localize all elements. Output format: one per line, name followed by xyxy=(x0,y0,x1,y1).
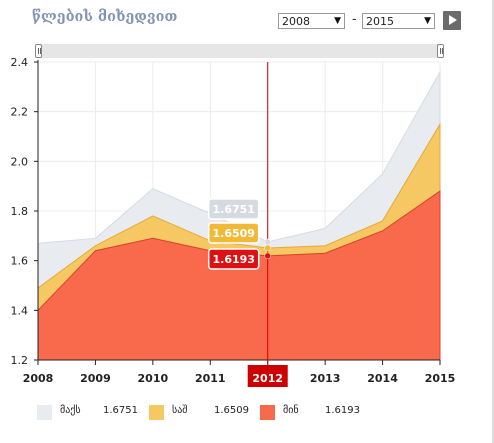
y-axis-ticks: 1.2 1.4 1.6 1.8 2.0 2.2 2.4 xyxy=(11,56,38,367)
crosshair-point xyxy=(264,252,271,260)
legend-value-max: 1.6751 xyxy=(103,405,138,416)
chevron-down-icon: ▼ xyxy=(424,16,431,26)
tooltip-value: 1.6751 xyxy=(212,203,254,216)
x-tick-label: 2015 xyxy=(425,372,456,385)
legend-swatch-avg xyxy=(149,405,164,420)
tooltip-box xyxy=(207,248,260,270)
y-tick-label: 2.4 xyxy=(11,56,29,69)
y-tick-label: 2.2 xyxy=(11,106,29,119)
y-tick-label: 1.4 xyxy=(11,304,29,317)
x-axis-ticks: 2008 2009 2010 2011 2012 2013 2014 2015 xyxy=(23,360,456,387)
frame-border xyxy=(492,0,494,443)
range-scrollbar[interactable] xyxy=(38,44,440,58)
tooltip-value: 1.6509 xyxy=(212,227,254,240)
crosshair-point xyxy=(264,238,271,246)
range-handle-left[interactable] xyxy=(35,44,42,58)
from-year-value: 2008 xyxy=(282,15,310,28)
to-year-value: 2015 xyxy=(366,15,394,28)
x-tick-label: 2011 xyxy=(195,372,226,385)
x-tick-label: 2014 xyxy=(367,372,398,385)
x-tick-label: 2013 xyxy=(310,372,341,385)
legend-value-avg: 1.6509 xyxy=(214,405,249,416)
x-tick-label-highlighted: 2012 xyxy=(252,372,283,385)
crosshair-point xyxy=(264,244,271,252)
tooltip-box xyxy=(207,222,260,244)
to-year-select[interactable]: 2015 ▼ xyxy=(362,13,435,29)
range-separator: - xyxy=(352,12,357,27)
y-tick-label: 1.6 xyxy=(11,255,29,268)
legend-label-max: მაქს xyxy=(60,405,81,416)
x-tick-label: 2009 xyxy=(80,372,111,385)
legend-label-avg: საშ xyxy=(172,405,188,416)
legend-label-min: მინ xyxy=(283,405,299,416)
y-tick-label: 1.2 xyxy=(11,354,29,367)
range-handle-right[interactable] xyxy=(437,44,444,58)
y-tick-label: 1.8 xyxy=(11,205,29,218)
tooltip-value: 1.6193 xyxy=(212,253,254,266)
legend-value-min: 1.6193 xyxy=(325,405,360,416)
crosshair: 1.6751 1.6509 1.6193 xyxy=(207,62,271,365)
chart-title: წლების მიხედვით xyxy=(32,9,178,25)
tooltip-box xyxy=(207,198,260,220)
play-icon[interactable] xyxy=(443,11,461,30)
x-highlight-badge xyxy=(247,365,288,387)
x-tick-label: 2010 xyxy=(138,372,169,385)
legend-swatch-max xyxy=(37,405,52,420)
from-year-select[interactable]: 2008 ▼ xyxy=(278,13,345,29)
chevron-down-icon: ▼ xyxy=(334,16,341,26)
y-tick-label: 2.0 xyxy=(11,155,29,168)
legend-swatch-min xyxy=(260,405,275,420)
x-tick-label: 2008 xyxy=(23,372,54,385)
